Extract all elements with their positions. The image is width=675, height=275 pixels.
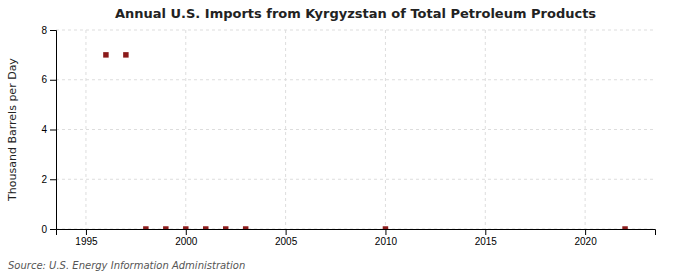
x-axis-tick-label: 2015 <box>475 236 498 247</box>
point <box>243 226 248 229</box>
y-axis-tick-mark <box>50 179 56 180</box>
x-axis-tick: 2020 <box>574 229 597 247</box>
x-axis-tick-label: 2005 <box>275 236 298 247</box>
y-axis-tick-label: 0 <box>41 224 47 235</box>
y-axis-line <box>50 31 57 230</box>
grid-line-x <box>385 30 386 229</box>
source: Source: U.S. Energy Information Administ… <box>8 260 245 271</box>
y-axis-tick-label: 8 <box>41 25 47 36</box>
x-axis-tick: 2005 <box>275 229 298 247</box>
x-axis-tick-mark <box>585 229 586 235</box>
point <box>103 52 108 57</box>
grid-line-y <box>56 179 655 180</box>
point <box>223 226 228 229</box>
grid-line-y <box>56 79 655 80</box>
y-axis-tick: 6 <box>41 74 56 85</box>
x-axis-tick-mark <box>286 229 287 235</box>
y-axis-tick: 0 <box>41 224 56 235</box>
x-axis-tick-label: 2020 <box>574 236 597 247</box>
point <box>143 226 148 229</box>
title: Annual U.S. Imports from Kyrgyzstan of T… <box>115 6 596 21</box>
x-axis-tick-label: 1995 <box>75 236 98 247</box>
y-axis-tick: 4 <box>41 124 56 135</box>
grid-line-y <box>56 129 655 130</box>
y-axis: 0 2 4 6 8 <box>41 25 56 235</box>
point <box>123 52 128 57</box>
point <box>163 226 168 229</box>
x-axis: 1995 2000 2005 2010 2015 2020 <box>57 229 656 247</box>
y-axis-tick: 2 <box>41 174 56 185</box>
x-axis-tick-mark <box>86 229 87 235</box>
point <box>383 226 388 229</box>
y-axis-tick-label: 2 <box>41 174 47 185</box>
y-axis-tick-label: 6 <box>41 74 47 85</box>
x-axis-tick-mark <box>385 229 386 235</box>
y-axis-tick-mark <box>50 80 56 81</box>
x-axis-tick: 2015 <box>475 229 498 247</box>
point <box>203 226 208 229</box>
chart: 1995 2000 2005 2010 2015 2020 0 2 4 6 8 Annual U.S.… <box>0 0 675 275</box>
grid-line-x <box>185 30 186 229</box>
x-axis-tick-label: 2010 <box>375 236 398 247</box>
grid <box>56 30 655 229</box>
x-axis-tick-mark <box>485 229 486 235</box>
y-axis-tick-label: 4 <box>41 124 47 135</box>
x-axis-tick-label: 2000 <box>175 236 198 247</box>
x-axis-tick: 1995 <box>75 229 98 247</box>
y-axis-title: Thousand Barrels per Day <box>6 58 19 202</box>
y-axis-tick: 8 <box>41 25 56 36</box>
grid-line-y <box>56 30 655 31</box>
point <box>183 226 188 229</box>
x-axis-line <box>57 230 656 236</box>
x-axis-tick-mark <box>186 229 187 235</box>
y-axis-tick-mark <box>50 30 56 31</box>
y-axis-tick-mark <box>50 229 56 230</box>
plot-area: 1995 2000 2005 2010 2015 2020 0 2 4 6 8 <box>41 25 655 247</box>
points <box>103 52 628 229</box>
x-axis-tick: 2010 <box>375 229 398 247</box>
x-axis-tick: 2000 <box>175 229 198 247</box>
y-axis-tick-mark <box>50 130 56 131</box>
point <box>622 226 627 229</box>
